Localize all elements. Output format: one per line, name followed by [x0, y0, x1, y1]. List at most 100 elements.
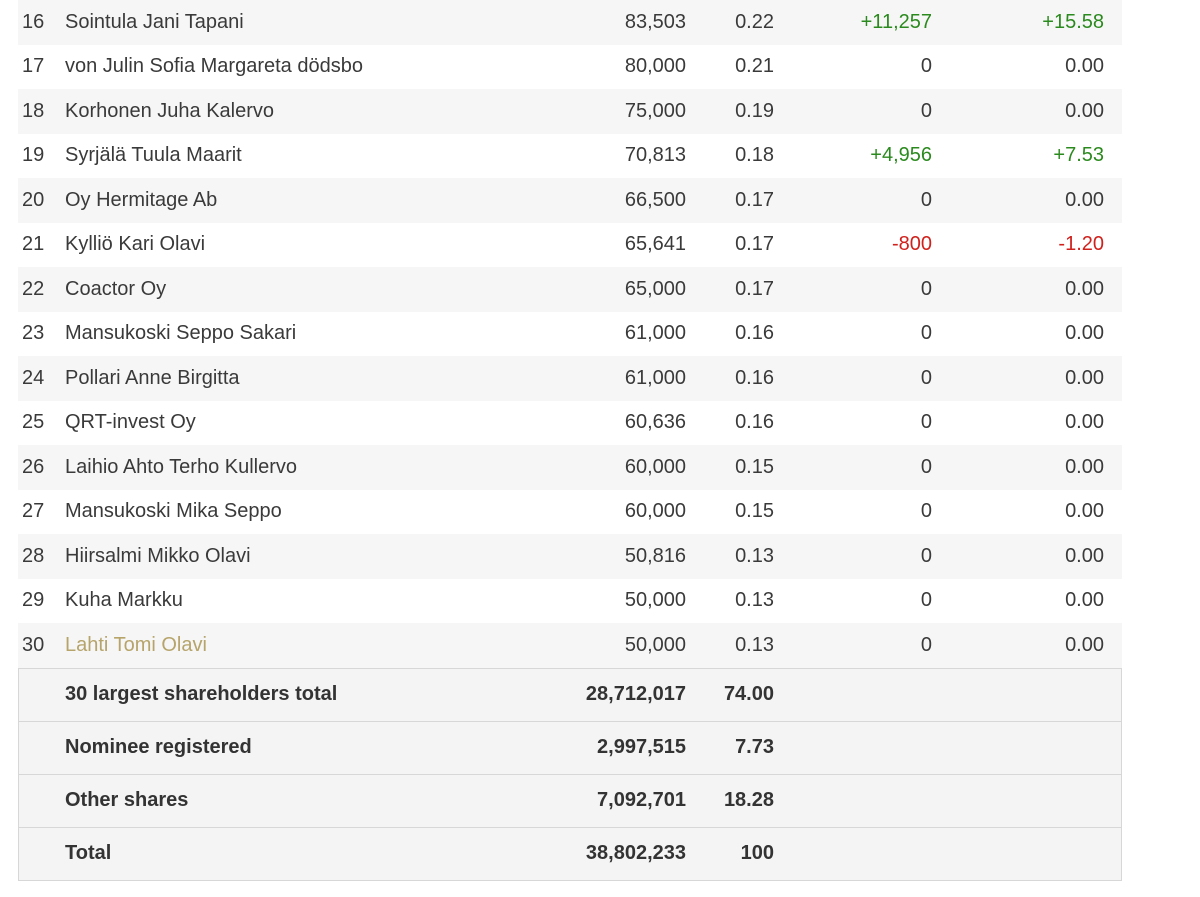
- shareholder-name-cell: Laihio Ahto Terho Kullervo: [65, 445, 525, 490]
- shares-cell: 66,500: [624, 188, 686, 211]
- table-row: 23 Mansukoski Seppo Sakari 61,000 0.16 0 0.00: [18, 312, 1122, 357]
- percent-cell: 0.21: [735, 55, 774, 78]
- percent-cell: 0.17: [735, 233, 774, 256]
- shares-cell: 83,503: [624, 10, 686, 33]
- shareholder-name: Pollari Anne Birgitta: [65, 366, 240, 389]
- shareholder-name-cell: Syrjälä Tuula Maarit: [65, 134, 525, 179]
- change-percent-cell: 0.00: [1065, 99, 1104, 122]
- table-row: 25 QRT-invest Oy 60,636 0.16 0 0.00: [18, 401, 1122, 446]
- shares-cell: 50,816: [624, 544, 686, 567]
- change-cell: 0: [920, 589, 932, 612]
- change-percent-cell: 0.00: [1065, 322, 1104, 345]
- totals-shares: 2,997,515: [597, 736, 686, 758]
- shareholder-name-cell: Kylliö Kari Olavi: [65, 223, 525, 268]
- change-percent-cell: 0.00: [1065, 589, 1104, 612]
- shareholder-name: Oy Hermitage Ab: [65, 188, 218, 211]
- change-cell: 0: [920, 544, 932, 567]
- percent-cell: 0.13: [735, 544, 774, 567]
- change-cell: +11,257: [860, 10, 932, 33]
- shareholder-table: 16 Sointula Jani Tapani 83,503 0.22 +11,257 +…: [18, 0, 1122, 881]
- shareholder-rows: 16 Sointula Jani Tapani 83,503 0.22 +11,257 +…: [18, 0, 1122, 668]
- change-cell: 0: [920, 366, 932, 389]
- table-row: 24 Pollari Anne Birgitta 61,000 0.16 0 0.00: [18, 356, 1122, 401]
- table-row: 30 Lahti Tomi Olavi 50,000 0.13 0 0.00: [18, 623, 1122, 668]
- totals-label: Nominee registered: [65, 736, 252, 758]
- percent-cell: 0.22: [735, 10, 774, 33]
- percent-cell: 0.19: [735, 99, 774, 122]
- shareholder-name: Syrjälä Tuula Maarit: [65, 144, 242, 167]
- shareholder-name: von Julin Sofia Margareta dödsbo: [65, 55, 363, 78]
- change-percent-cell: 0.00: [1065, 633, 1104, 656]
- shares-cell: 50,000: [624, 589, 686, 612]
- percent-cell: 0.17: [735, 277, 774, 300]
- rank-cell: 30: [22, 633, 45, 656]
- percent-cell: 0.17: [735, 188, 774, 211]
- totals-label: 30 largest shareholders total: [65, 683, 338, 705]
- shareholder-name: Sointula Jani Tapani: [65, 10, 244, 33]
- shareholder-name-cell: Mansukoski Mika Seppo: [65, 490, 525, 535]
- highlighted-shareholder-name: Lahti Tomi Olavi: [65, 633, 207, 656]
- percent-cell: 0.16: [735, 411, 774, 434]
- percent-cell: 0.13: [735, 589, 774, 612]
- percent-cell: 0.15: [735, 500, 774, 523]
- totals-shares: 28,712,017: [585, 683, 686, 705]
- shareholder-name-cell: Pollari Anne Birgitta: [65, 356, 525, 401]
- totals-row: Total 38,802,233 100: [19, 828, 1121, 880]
- shareholder-name-cell: Kuha Markku: [65, 579, 525, 624]
- shareholder-name: Coactor Oy: [65, 277, 167, 300]
- change-cell: 0: [920, 188, 932, 211]
- rank-cell: 20: [22, 188, 45, 211]
- totals-row: 30 largest shareholders total 28,712,017 7…: [19, 669, 1121, 722]
- change-percent-cell: 0.00: [1065, 366, 1104, 389]
- shares-cell: 60,000: [624, 455, 686, 478]
- shareholder-name: Laihio Ahto Terho Kullervo: [65, 455, 298, 478]
- shares-cell: 60,000: [624, 500, 686, 523]
- table-row: 22 Coactor Oy 65,000 0.17 0 0.00: [18, 267, 1122, 312]
- change-percent-cell: 0.00: [1065, 500, 1104, 523]
- shareholder-name-cell: Sointula Jani Tapani: [65, 0, 525, 45]
- totals-label: Other shares: [65, 789, 189, 811]
- change-cell: -800: [891, 233, 932, 256]
- percent-cell: 0.16: [735, 322, 774, 345]
- change-cell: 0: [920, 99, 932, 122]
- shareholder-name: Mansukoski Mika Seppo: [65, 500, 282, 523]
- percent-cell: 0.15: [735, 455, 774, 478]
- shares-cell: 61,000: [624, 322, 686, 345]
- totals-percent: 7.73: [735, 736, 774, 758]
- change-percent-cell: 0.00: [1065, 455, 1104, 478]
- table-row: 26 Laihio Ahto Terho Kullervo 60,000 0.15 0 0…: [18, 445, 1122, 490]
- rank-cell: 29: [22, 589, 45, 612]
- shareholder-name-cell: Lahti Tomi Olavi: [65, 623, 525, 668]
- shareholder-name-cell: von Julin Sofia Margareta dödsbo: [65, 45, 525, 90]
- totals-row: Other shares 7,092,701 18.28: [19, 775, 1121, 828]
- rank-cell: 16: [22, 10, 45, 33]
- percent-cell: 0.13: [735, 633, 774, 656]
- change-percent-cell: 0.00: [1065, 277, 1104, 300]
- table-row: 19 Syrjälä Tuula Maarit 70,813 0.18 +4,956 +7…: [18, 134, 1122, 179]
- shareholder-name: QRT-invest Oy: [65, 411, 196, 434]
- shareholder-name: Hiirsalmi Mikko Olavi: [65, 544, 251, 567]
- table-row: 28 Hiirsalmi Mikko Olavi 50,816 0.13 0 0.00: [18, 534, 1122, 579]
- shareholder-name-cell: Mansukoski Seppo Sakari: [65, 312, 525, 357]
- shareholder-name: Kuha Markku: [65, 589, 183, 612]
- shareholder-name-cell: QRT-invest Oy: [65, 401, 525, 446]
- shareholder-name: Mansukoski Seppo Sakari: [65, 322, 297, 345]
- shares-cell: 70,813: [624, 144, 686, 167]
- rank-cell: 28: [22, 544, 45, 567]
- table-row: 16 Sointula Jani Tapani 83,503 0.22 +11,257 +…: [18, 0, 1122, 45]
- shares-cell: 65,000: [624, 277, 686, 300]
- rank-cell: 23: [22, 322, 45, 345]
- shareholder-name-cell: Hiirsalmi Mikko Olavi: [65, 534, 525, 579]
- rank-cell: 24: [22, 366, 45, 389]
- shareholder-name-cell: Coactor Oy: [65, 267, 525, 312]
- rank-cell: 21: [22, 233, 45, 256]
- change-percent-cell: 0.00: [1065, 188, 1104, 211]
- shares-cell: 50,000: [624, 633, 686, 656]
- totals-percent: 74.00: [723, 683, 774, 705]
- shares-cell: 80,000: [624, 55, 686, 78]
- percent-cell: 0.16: [735, 366, 774, 389]
- change-cell: 0: [920, 411, 932, 434]
- totals-shares: 7,092,701: [597, 789, 686, 811]
- rank-cell: 17: [22, 55, 45, 78]
- shares-cell: 60,636: [624, 411, 686, 434]
